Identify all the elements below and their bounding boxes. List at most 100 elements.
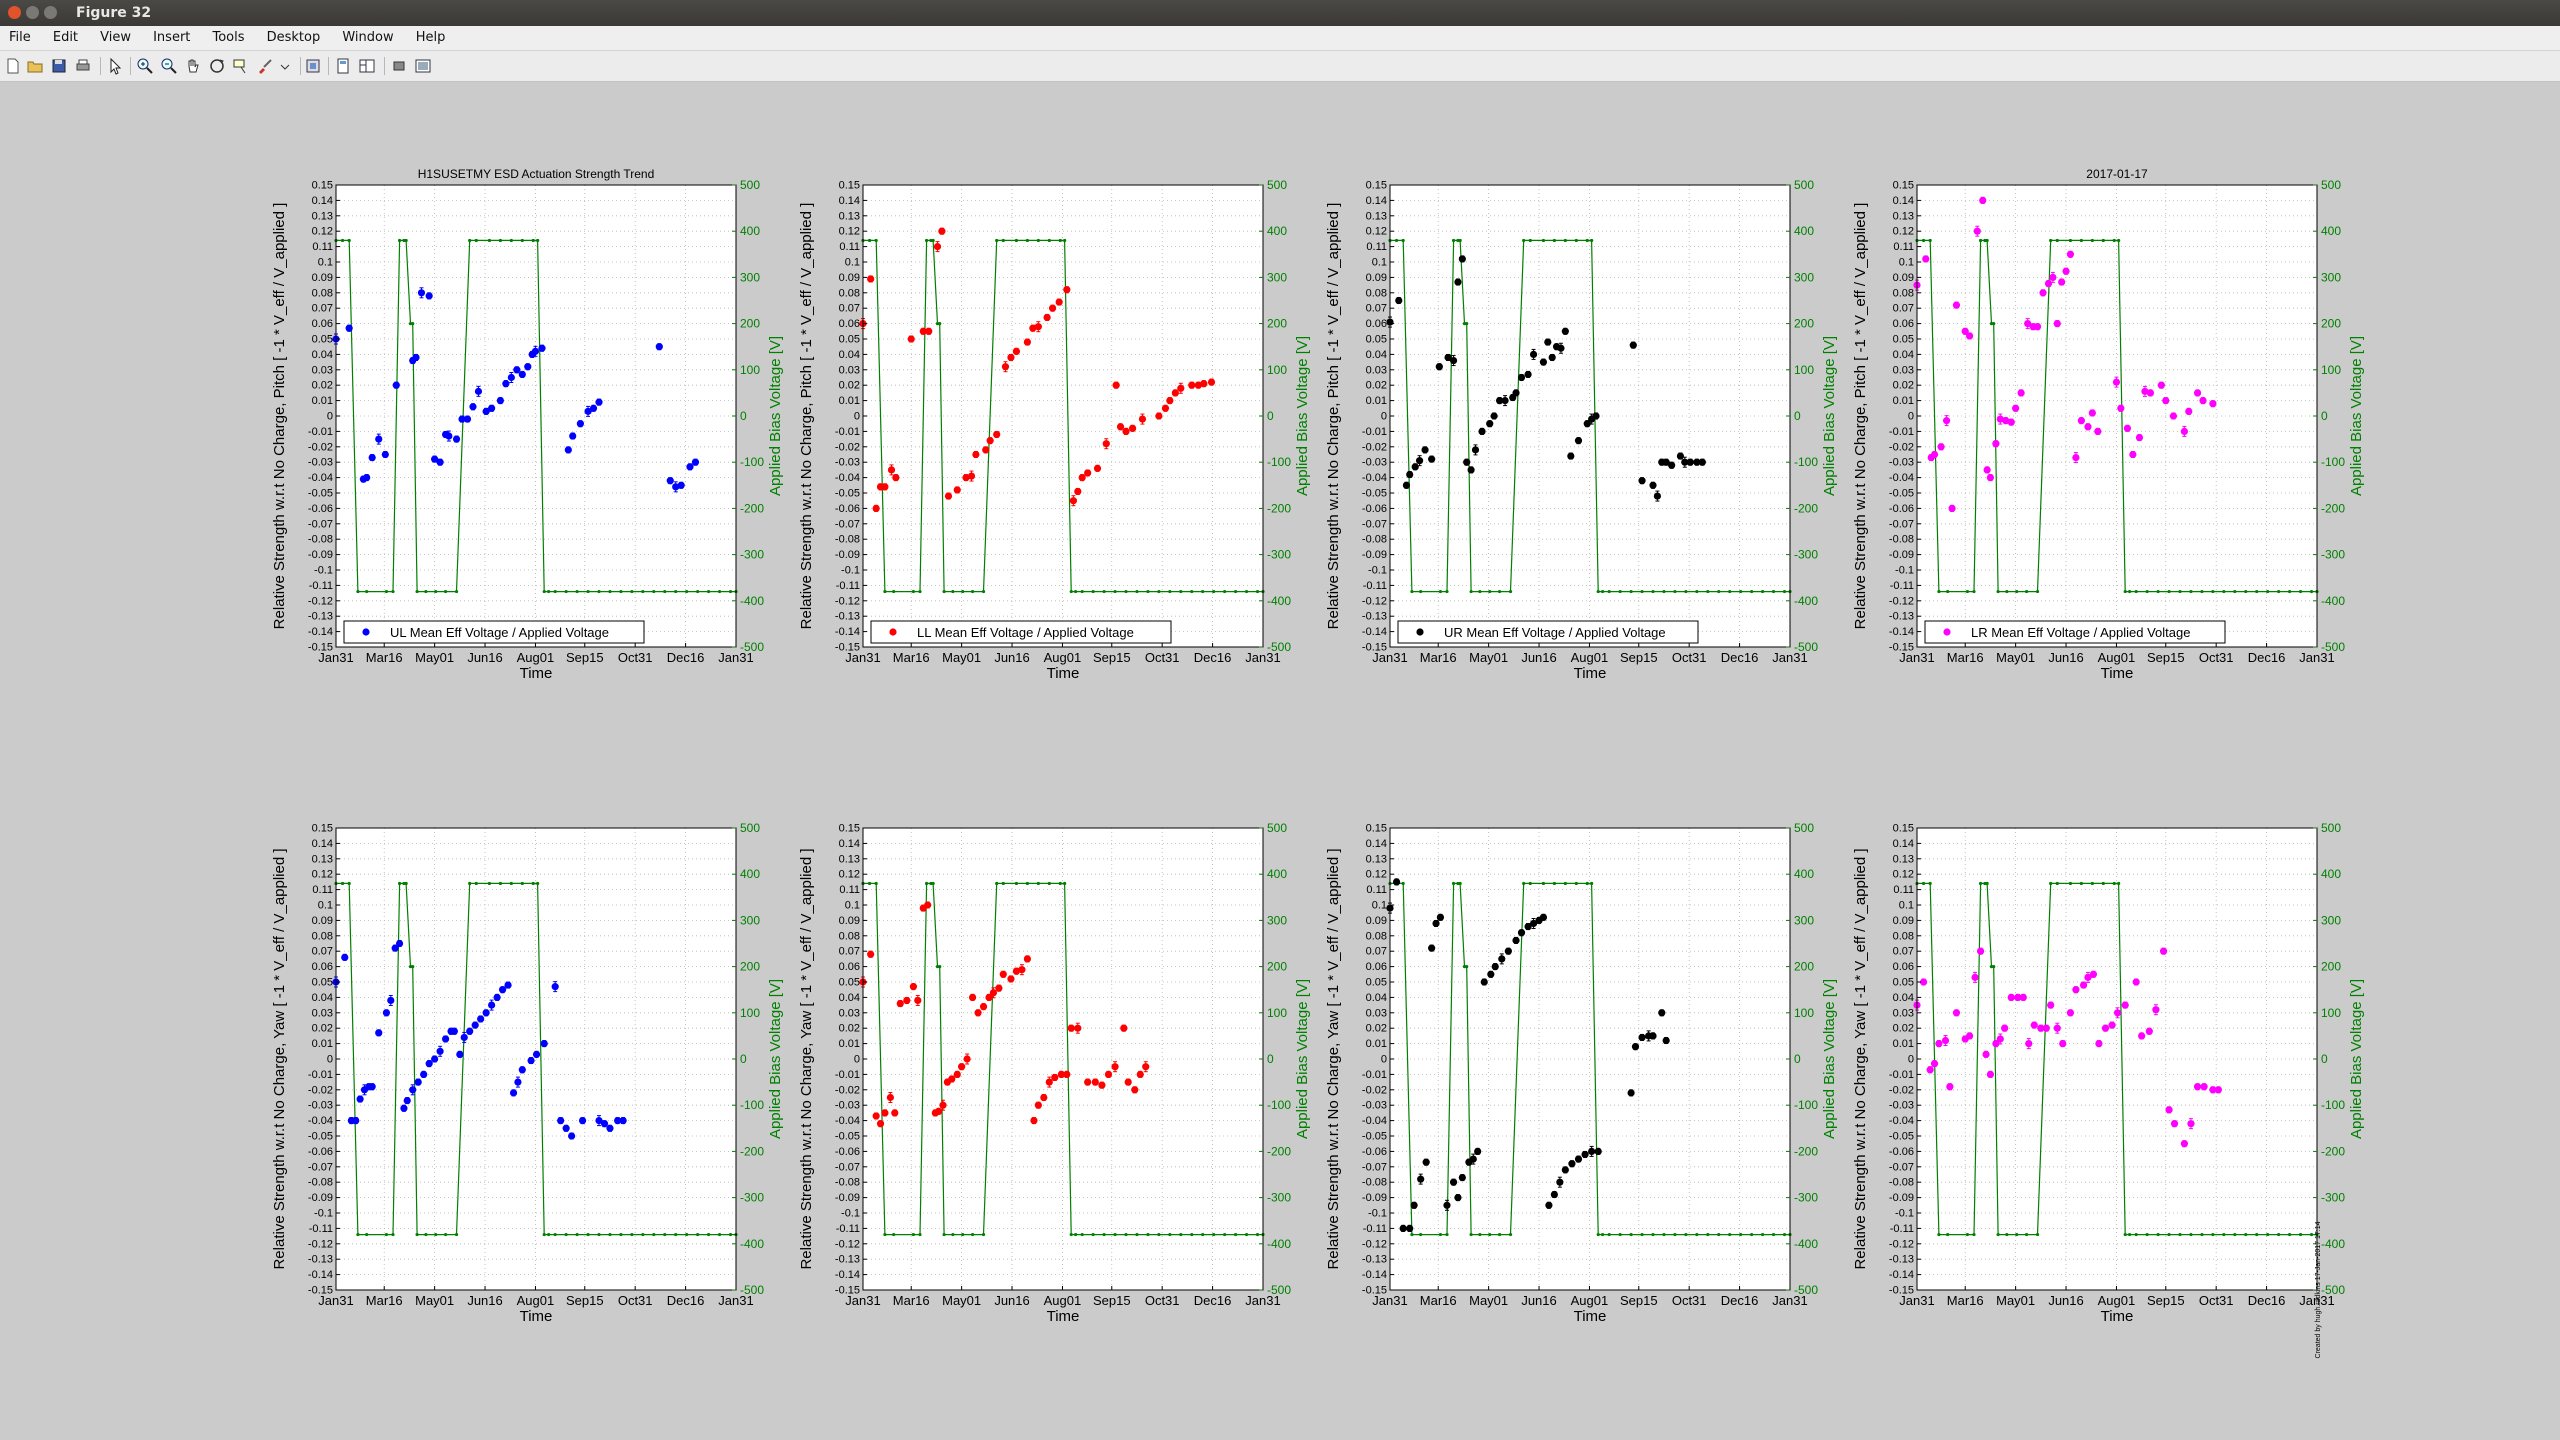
data-point[interactable] bbox=[1517, 929, 1526, 937]
data-point[interactable] bbox=[2072, 453, 2080, 462]
data-point[interactable] bbox=[867, 275, 875, 283]
data-point[interactable] bbox=[420, 1070, 428, 1078]
data-point[interactable] bbox=[2180, 427, 2188, 435]
data-point[interactable] bbox=[1422, 1158, 1430, 1166]
data-point[interactable] bbox=[2214, 1086, 2222, 1094]
data-point[interactable] bbox=[972, 450, 980, 459]
data-point[interactable] bbox=[518, 370, 526, 379]
data-point[interactable] bbox=[2058, 278, 2066, 286]
data-point[interactable] bbox=[450, 1027, 458, 1035]
data-point[interactable] bbox=[2193, 1083, 2202, 1091]
data-point[interactable] bbox=[1034, 323, 1042, 331]
data-point[interactable] bbox=[1952, 1009, 1961, 1017]
data-point[interactable] bbox=[409, 1086, 417, 1094]
data-point[interactable] bbox=[2007, 993, 2015, 1002]
data-point[interactable] bbox=[1638, 1033, 1646, 1042]
data-point[interactable] bbox=[2024, 320, 2032, 328]
data-point[interactable] bbox=[1406, 1224, 1414, 1232]
data-point[interactable] bbox=[2072, 986, 2080, 994]
data-point[interactable] bbox=[2084, 973, 2092, 981]
data-point[interactable] bbox=[1392, 878, 1401, 886]
data-point[interactable] bbox=[392, 381, 400, 389]
data-point[interactable] bbox=[1458, 1173, 1466, 1182]
data-point[interactable] bbox=[2200, 1083, 2208, 1091]
data-point[interactable] bbox=[953, 1070, 961, 1078]
data-point[interactable] bbox=[1432, 919, 1440, 928]
menu-edit[interactable]: Edit bbox=[52, 30, 79, 45]
data-point[interactable] bbox=[2209, 1086, 2217, 1094]
data-point[interactable] bbox=[1561, 1166, 1569, 1174]
print-icon[interactable] bbox=[74, 57, 92, 75]
data-point[interactable] bbox=[2159, 947, 2168, 955]
data-point[interactable] bbox=[436, 458, 444, 466]
data-point[interactable] bbox=[1428, 944, 1436, 952]
data-point[interactable] bbox=[564, 446, 572, 454]
data-point[interactable] bbox=[1007, 353, 1015, 362]
data-point[interactable] bbox=[1529, 350, 1538, 358]
menu-desktop[interactable]: Desktop bbox=[266, 30, 321, 45]
data-point[interactable] bbox=[2193, 389, 2202, 397]
data-point[interactable] bbox=[1556, 1178, 1564, 1186]
data-point[interactable] bbox=[1638, 477, 1646, 485]
data-point[interactable] bbox=[1410, 1201, 1418, 1209]
data-point[interactable] bbox=[589, 404, 598, 412]
data-point[interactable] bbox=[953, 486, 961, 494]
data-point[interactable] bbox=[1469, 1155, 1477, 1163]
data-point[interactable] bbox=[1463, 458, 1471, 466]
data-point[interactable] bbox=[2113, 1009, 2122, 1017]
insert-legend-icon[interactable] bbox=[334, 57, 352, 75]
data-point[interactable] bbox=[1517, 373, 1526, 382]
data-point[interactable] bbox=[2152, 1006, 2160, 1014]
data-point[interactable] bbox=[867, 950, 875, 958]
data-point[interactable] bbox=[1471, 446, 1480, 454]
data-point[interactable] bbox=[2146, 389, 2155, 397]
data-point[interactable] bbox=[903, 996, 911, 1005]
data-point[interactable] bbox=[1091, 1078, 1099, 1086]
window-minimize-button[interactable] bbox=[26, 6, 39, 19]
data-point[interactable] bbox=[1155, 412, 1163, 420]
data-point[interactable] bbox=[1142, 1063, 1150, 1071]
data-point[interactable] bbox=[463, 415, 472, 423]
data-point[interactable] bbox=[1166, 397, 1174, 405]
data-point[interactable] bbox=[441, 1035, 450, 1043]
data-point[interactable] bbox=[872, 1112, 880, 1120]
data-point[interactable] bbox=[939, 1101, 947, 1109]
data-point[interactable] bbox=[1098, 1081, 1106, 1089]
data-point[interactable] bbox=[1057, 1070, 1065, 1078]
data-point[interactable] bbox=[1122, 427, 1130, 435]
data-point[interactable] bbox=[352, 1117, 360, 1125]
data-point[interactable] bbox=[527, 1056, 535, 1065]
zoom-out-icon[interactable] bbox=[160, 57, 178, 75]
data-point[interactable] bbox=[2088, 409, 2096, 417]
data-point[interactable] bbox=[2019, 993, 2027, 1002]
data-point[interactable] bbox=[2066, 250, 2075, 258]
data-point[interactable] bbox=[1983, 466, 1991, 474]
data-point[interactable] bbox=[1023, 955, 1031, 963]
data-point[interactable] bbox=[1055, 298, 1063, 306]
data-point[interactable] bbox=[2062, 267, 2070, 275]
data-point[interactable] bbox=[876, 1120, 885, 1128]
data-point[interactable] bbox=[924, 901, 932, 909]
data-point[interactable] bbox=[2053, 1024, 2061, 1032]
data-point[interactable] bbox=[672, 483, 680, 491]
data-point[interactable] bbox=[493, 993, 501, 1002]
data-point[interactable] bbox=[403, 1096, 411, 1105]
data-point[interactable] bbox=[606, 1124, 614, 1132]
data-point[interactable] bbox=[2007, 418, 2015, 426]
data-cursor-icon[interactable] bbox=[232, 57, 250, 75]
data-point[interactable] bbox=[1982, 1050, 1990, 1058]
data-point[interactable] bbox=[2014, 993, 2022, 1002]
data-point[interactable] bbox=[562, 1124, 570, 1132]
data-point[interactable] bbox=[1919, 978, 1928, 986]
data-point[interactable] bbox=[2095, 1040, 2103, 1048]
data-point[interactable] bbox=[2209, 400, 2217, 408]
data-point[interactable] bbox=[1504, 947, 1512, 955]
data-point[interactable] bbox=[1693, 458, 1701, 466]
data-point[interactable] bbox=[1627, 1089, 1635, 1097]
rotate-3d-icon[interactable] bbox=[208, 57, 226, 75]
data-point[interactable] bbox=[1474, 1147, 1482, 1155]
data-point[interactable] bbox=[576, 420, 584, 428]
data-point[interactable] bbox=[1074, 1024, 1082, 1032]
data-point[interactable] bbox=[1961, 327, 1969, 335]
figure-canvas[interactable]: 0.15 0.14 0.13 0.12 0.11 0.1 0.09 0.08 0.07 0.06 0… bbox=[0, 82, 2560, 1440]
